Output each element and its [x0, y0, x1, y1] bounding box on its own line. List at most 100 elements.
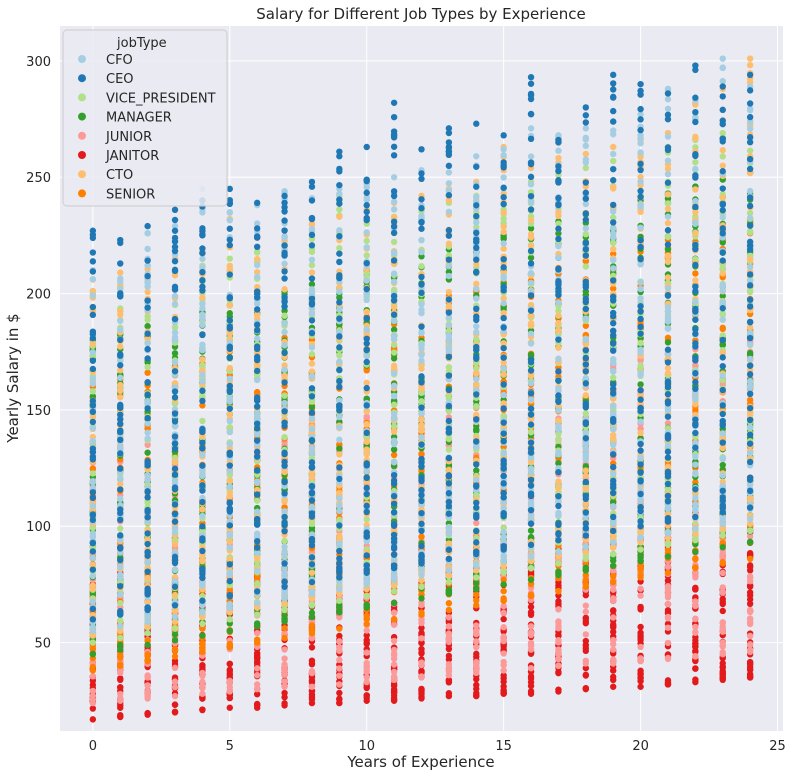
point [528, 665, 534, 671]
point [583, 581, 589, 587]
point [500, 371, 506, 377]
point [309, 351, 315, 357]
point [555, 437, 561, 443]
point [637, 668, 643, 674]
point [117, 343, 123, 349]
point [665, 365, 671, 371]
point [336, 665, 342, 671]
point [747, 647, 753, 653]
point [90, 705, 96, 711]
point [90, 388, 96, 394]
point [391, 363, 397, 369]
point [172, 678, 178, 684]
point [583, 263, 589, 269]
point [500, 675, 506, 681]
point [281, 538, 287, 544]
point [199, 706, 205, 712]
point [610, 607, 616, 613]
point [391, 616, 397, 622]
point [555, 560, 561, 566]
point [281, 469, 287, 475]
point [583, 638, 589, 644]
point [528, 217, 534, 223]
point [391, 355, 397, 361]
point [391, 697, 397, 703]
point [473, 638, 479, 644]
point [665, 677, 671, 683]
point [90, 673, 96, 679]
point [692, 624, 698, 630]
point [227, 661, 233, 667]
point [720, 570, 726, 576]
point [610, 614, 616, 620]
point [665, 339, 671, 345]
point [199, 418, 205, 424]
point [500, 224, 506, 230]
point [227, 255, 233, 261]
point [391, 428, 397, 434]
point [117, 662, 123, 668]
point [117, 382, 123, 388]
point [446, 614, 452, 620]
point [227, 687, 233, 693]
point [418, 673, 424, 679]
point [336, 700, 342, 706]
point [473, 574, 479, 580]
point [528, 429, 534, 435]
point [692, 270, 698, 276]
point [637, 555, 643, 561]
point [583, 631, 589, 637]
point [528, 234, 534, 240]
point [720, 584, 726, 590]
point [391, 655, 397, 661]
point [583, 467, 589, 473]
point [172, 701, 178, 707]
point [720, 544, 726, 550]
point [583, 609, 589, 615]
point [227, 705, 233, 711]
point [583, 658, 589, 664]
point [747, 666, 753, 672]
point [692, 676, 698, 682]
point [473, 591, 479, 597]
point [555, 662, 561, 668]
point [692, 630, 698, 636]
point [144, 682, 150, 688]
point [227, 628, 233, 634]
point [117, 635, 123, 641]
point [637, 605, 643, 611]
point [610, 144, 616, 150]
point [309, 696, 315, 702]
point [364, 641, 370, 647]
point [144, 369, 150, 375]
point [281, 655, 287, 661]
point [336, 657, 342, 663]
point [555, 320, 561, 326]
point [336, 451, 342, 457]
point [281, 312, 287, 318]
point [528, 577, 534, 583]
point [720, 649, 726, 655]
point [583, 685, 589, 691]
point [583, 592, 589, 598]
point [172, 665, 178, 671]
point [692, 549, 698, 555]
point [500, 616, 506, 622]
point [583, 602, 589, 608]
point [254, 630, 260, 636]
point [172, 541, 178, 547]
point [720, 608, 726, 614]
point [418, 635, 424, 641]
point [199, 641, 205, 647]
point [309, 570, 315, 576]
point [500, 597, 506, 603]
point [473, 651, 479, 657]
point [500, 209, 506, 215]
point [446, 446, 452, 452]
point [117, 394, 123, 400]
point [391, 683, 397, 689]
point [281, 700, 287, 706]
point [720, 601, 726, 607]
point [117, 684, 123, 690]
